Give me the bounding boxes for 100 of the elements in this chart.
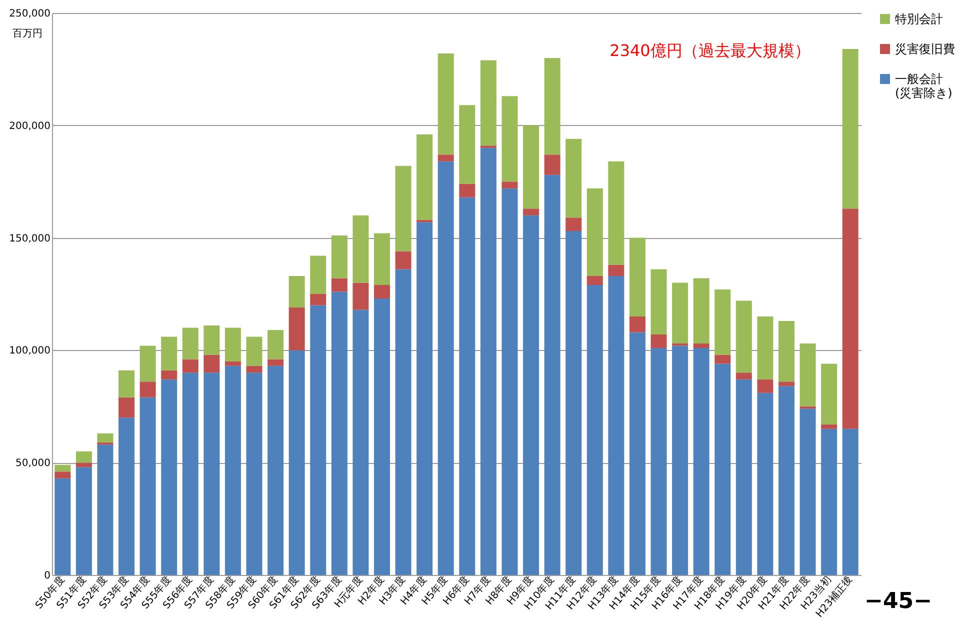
bar bbox=[140, 346, 156, 382]
y-tick-label: 200,000 bbox=[9, 120, 50, 132]
bar bbox=[161, 370, 178, 380]
bar bbox=[693, 278, 710, 344]
bar bbox=[586, 188, 603, 276]
bar bbox=[714, 354, 731, 364]
bar bbox=[650, 334, 667, 348]
bar bbox=[395, 251, 412, 270]
bar bbox=[374, 233, 390, 286]
legend-label: 一般会計 (災害除き) bbox=[895, 72, 952, 100]
bar bbox=[821, 364, 838, 424]
bar bbox=[416, 222, 433, 575]
bar bbox=[842, 208, 858, 429]
bar bbox=[352, 282, 369, 310]
bar bbox=[246, 366, 262, 373]
bar bbox=[97, 433, 114, 442]
bar bbox=[502, 96, 518, 182]
bar bbox=[544, 174, 560, 575]
legend-label: 特別会計 bbox=[895, 12, 943, 26]
bar bbox=[161, 336, 178, 370]
bar bbox=[331, 292, 348, 575]
bar bbox=[76, 462, 92, 468]
y-tick-label: 150,000 bbox=[9, 233, 50, 244]
bar bbox=[54, 472, 71, 478]
bar bbox=[97, 444, 114, 575]
bar bbox=[310, 294, 326, 306]
bar bbox=[778, 386, 794, 575]
bar bbox=[204, 354, 220, 373]
bar bbox=[821, 428, 838, 575]
bar bbox=[459, 197, 476, 575]
bar bbox=[438, 154, 454, 162]
bar bbox=[268, 366, 284, 575]
bar bbox=[438, 161, 454, 575]
bar bbox=[566, 231, 582, 575]
bar bbox=[352, 215, 369, 283]
bar bbox=[288, 307, 305, 350]
bar bbox=[459, 105, 476, 184]
bar bbox=[224, 328, 241, 362]
bar bbox=[310, 305, 326, 575]
bar bbox=[76, 467, 92, 575]
bar bbox=[459, 184, 476, 198]
bar bbox=[672, 346, 688, 575]
bar bbox=[246, 372, 262, 575]
bar bbox=[736, 379, 752, 575]
bar bbox=[714, 364, 731, 575]
bar bbox=[693, 343, 710, 348]
bar bbox=[182, 359, 198, 373]
y-tick-label: 250,000 bbox=[9, 8, 50, 20]
bar bbox=[374, 285, 390, 298]
bar bbox=[268, 330, 284, 360]
bar bbox=[288, 350, 305, 575]
bar bbox=[608, 161, 624, 265]
bar bbox=[523, 208, 540, 216]
bar bbox=[182, 372, 198, 575]
bar bbox=[118, 370, 135, 398]
bar bbox=[778, 382, 794, 386]
y-tick-label: 100,000 bbox=[9, 346, 50, 357]
bar bbox=[800, 343, 816, 406]
bar bbox=[395, 166, 412, 252]
bar bbox=[608, 276, 624, 575]
bar bbox=[246, 336, 262, 366]
bar bbox=[566, 138, 582, 218]
bar bbox=[438, 53, 454, 155]
bar bbox=[629, 238, 646, 316]
bar bbox=[118, 418, 135, 575]
bar bbox=[54, 464, 71, 472]
bar bbox=[757, 392, 774, 575]
bar bbox=[288, 276, 305, 308]
bar bbox=[480, 60, 496, 146]
bar bbox=[650, 269, 667, 334]
bar bbox=[140, 397, 156, 575]
bar bbox=[268, 359, 284, 366]
bar bbox=[544, 58, 560, 155]
bar bbox=[416, 134, 433, 220]
bar bbox=[224, 366, 241, 575]
bar bbox=[523, 125, 540, 209]
bar bbox=[757, 379, 774, 393]
y-tick-label: 50,000 bbox=[16, 458, 50, 470]
annotation: 2340億円（過去最大規模） bbox=[610, 40, 810, 60]
bar bbox=[118, 397, 135, 418]
bar bbox=[395, 269, 412, 575]
bar bbox=[374, 298, 390, 575]
legend-label: 災害復旧費 bbox=[895, 42, 955, 56]
bar bbox=[204, 372, 220, 575]
bar bbox=[757, 316, 774, 380]
bar bbox=[502, 182, 518, 188]
bar bbox=[161, 379, 178, 575]
bar bbox=[842, 48, 858, 209]
bar bbox=[310, 256, 326, 294]
bar bbox=[76, 451, 92, 463]
bar bbox=[480, 148, 496, 575]
bar bbox=[586, 285, 603, 575]
bar bbox=[714, 290, 731, 355]
bar bbox=[778, 320, 794, 382]
bar bbox=[502, 188, 518, 575]
y-tick-label: 0 bbox=[44, 570, 50, 582]
bar bbox=[736, 372, 752, 380]
bar bbox=[54, 478, 71, 575]
bar bbox=[566, 218, 582, 232]
bar bbox=[331, 278, 348, 292]
